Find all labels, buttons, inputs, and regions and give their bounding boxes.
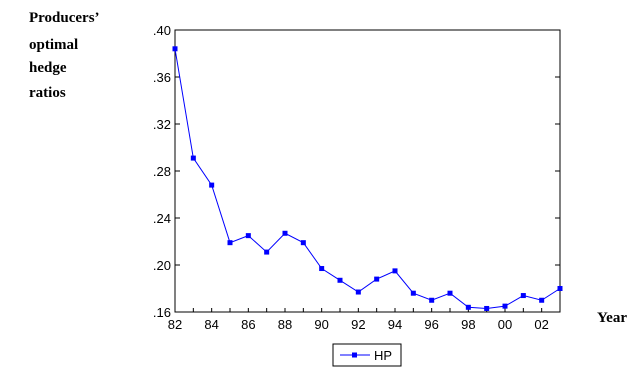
x-tick-label: 88 xyxy=(278,317,292,332)
x-tick-label: 98 xyxy=(461,317,475,332)
data-point xyxy=(300,240,306,246)
data-point xyxy=(502,303,508,309)
data-point xyxy=(539,297,545,303)
y-tick-label: .20 xyxy=(153,258,171,273)
y-tick-label: .36 xyxy=(153,70,171,85)
y-axis: .16 .20 .24 .28 .32 .36 .40 xyxy=(153,23,560,320)
data-point xyxy=(410,290,416,296)
y-axis-title-line: optimal xyxy=(29,37,78,53)
y-tick-label: .24 xyxy=(153,211,171,226)
data-point xyxy=(337,277,343,283)
data-point xyxy=(172,46,178,52)
y-axis-title-line: Producers’ xyxy=(29,10,100,26)
series-line xyxy=(174,48,561,309)
legend-label: HP xyxy=(374,348,392,363)
x-tick-label: 00 xyxy=(498,317,512,332)
y-tick-label: .28 xyxy=(153,164,171,179)
data-point xyxy=(520,293,526,299)
x-tick-label: 90 xyxy=(314,317,328,332)
data-point xyxy=(557,286,563,291)
data-point xyxy=(484,305,490,311)
data-point xyxy=(447,290,453,296)
data-point xyxy=(264,249,270,255)
data-point xyxy=(319,266,325,272)
data-point xyxy=(190,155,196,161)
data-point xyxy=(355,289,361,295)
legend: HP xyxy=(332,343,402,367)
x-tick-label: 96 xyxy=(424,317,438,332)
x-axis: 82 84 86 88 90 92 94 96 98 00 02 xyxy=(168,308,561,332)
data-point xyxy=(227,240,233,246)
y-tick-label: .16 xyxy=(153,305,171,320)
y-axis-title-line: ratios xyxy=(29,85,66,101)
data-point xyxy=(374,276,380,282)
data-point xyxy=(429,297,435,303)
x-axis-title: Year xyxy=(597,310,627,326)
data-point xyxy=(245,233,251,239)
legend-marker xyxy=(352,352,357,358)
series-hp xyxy=(172,46,563,311)
y-tick-label: .40 xyxy=(153,23,171,38)
x-tick-label: 92 xyxy=(351,317,365,332)
y-axis-title-line: hedge xyxy=(29,60,67,76)
x-tick-label: 84 xyxy=(204,317,218,332)
y-axis-title: Producers’ optimal hedge ratios xyxy=(29,10,100,101)
data-point xyxy=(209,182,215,188)
data-point xyxy=(392,268,398,274)
x-tick-label: 02 xyxy=(534,317,548,332)
plot-frame xyxy=(174,29,561,313)
x-tick-label: 82 xyxy=(168,317,182,332)
x-tick-label: 86 xyxy=(241,317,255,332)
data-point xyxy=(282,230,288,236)
data-point xyxy=(465,304,471,310)
x-tick-label: 94 xyxy=(388,317,402,332)
y-tick-label: .32 xyxy=(153,117,171,132)
